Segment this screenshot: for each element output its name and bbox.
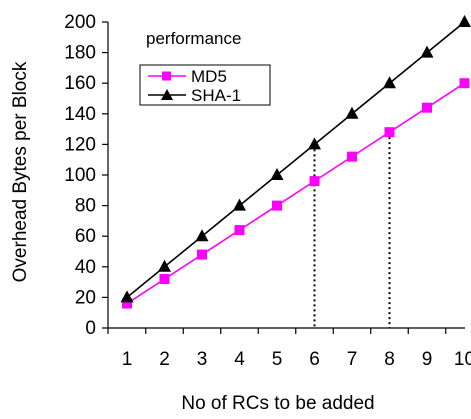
x-tick-label: 8	[384, 349, 395, 370]
series-line-sha-1	[126, 21, 466, 299]
y-tick-label: 0	[85, 318, 96, 339]
x-tick-label: 9	[422, 349, 433, 370]
y-tick-label: 100	[64, 165, 96, 186]
point-md5	[272, 200, 282, 211]
point-md5	[197, 249, 207, 260]
y-tick-label: 60	[75, 226, 96, 247]
x-tick-label: 4	[234, 349, 245, 370]
series-line-md5	[126, 82, 465, 305]
y-tick-label: 20	[75, 287, 96, 308]
point-md5	[122, 298, 132, 309]
point-sha-1	[383, 76, 396, 89]
legend-box	[139, 64, 271, 106]
y-tick-label: 80	[75, 196, 96, 217]
point-md5	[422, 102, 432, 113]
point-md5	[309, 176, 320, 187]
x-tick-label: 3	[197, 349, 208, 370]
axes: 0 20 40 60 80 100 120 140 160 180 200 1 2 3 4 5 6 7 8 9 10	[64, 12, 471, 370]
point-md5	[159, 274, 170, 285]
point-sha-1	[270, 168, 284, 180]
y-tick-label: 40	[75, 257, 96, 278]
point-sha-1	[308, 137, 321, 150]
x-tick-label: 5	[272, 349, 283, 370]
x-tick-label: 10	[454, 349, 471, 370]
point-md5	[234, 225, 245, 236]
chart-title: performance	[146, 29, 241, 48]
x-tick-label: 6	[309, 349, 320, 370]
y-axis-title: Overhead Bytes per Block	[10, 61, 31, 282]
y-tick-label: 200	[64, 12, 96, 33]
point-md5	[459, 78, 470, 89]
point-md5	[347, 151, 357, 162]
point-sha-1	[458, 15, 471, 27]
point-sha-1	[233, 198, 246, 211]
y-tick-label: 180	[64, 43, 96, 64]
x-tick-label: 7	[347, 349, 358, 370]
legend-marker-sha-1	[161, 89, 173, 100]
point-sha-1	[420, 45, 434, 58]
x-axis-title: No of RCs to be added	[181, 393, 374, 414]
legend-label-sha-1: SHA-1	[191, 86, 241, 105]
series-layer	[120, 15, 471, 309]
y-tick-label: 140	[64, 104, 96, 125]
y-tick-label: 120	[64, 134, 96, 155]
point-sha-1	[345, 106, 359, 119]
x-tick-label: 2	[159, 349, 170, 370]
point-md5	[384, 127, 395, 138]
x-tick-label: 1	[122, 349, 133, 370]
legend-marker-md5	[162, 71, 171, 81]
y-tick-label: 160	[64, 73, 96, 94]
point-sha-1	[158, 259, 171, 272]
dotted-markers	[313, 132, 391, 328]
legend-label-md5: MD5	[191, 67, 227, 86]
point-sha-1	[120, 290, 134, 303]
point-sha-1	[195, 229, 209, 242]
